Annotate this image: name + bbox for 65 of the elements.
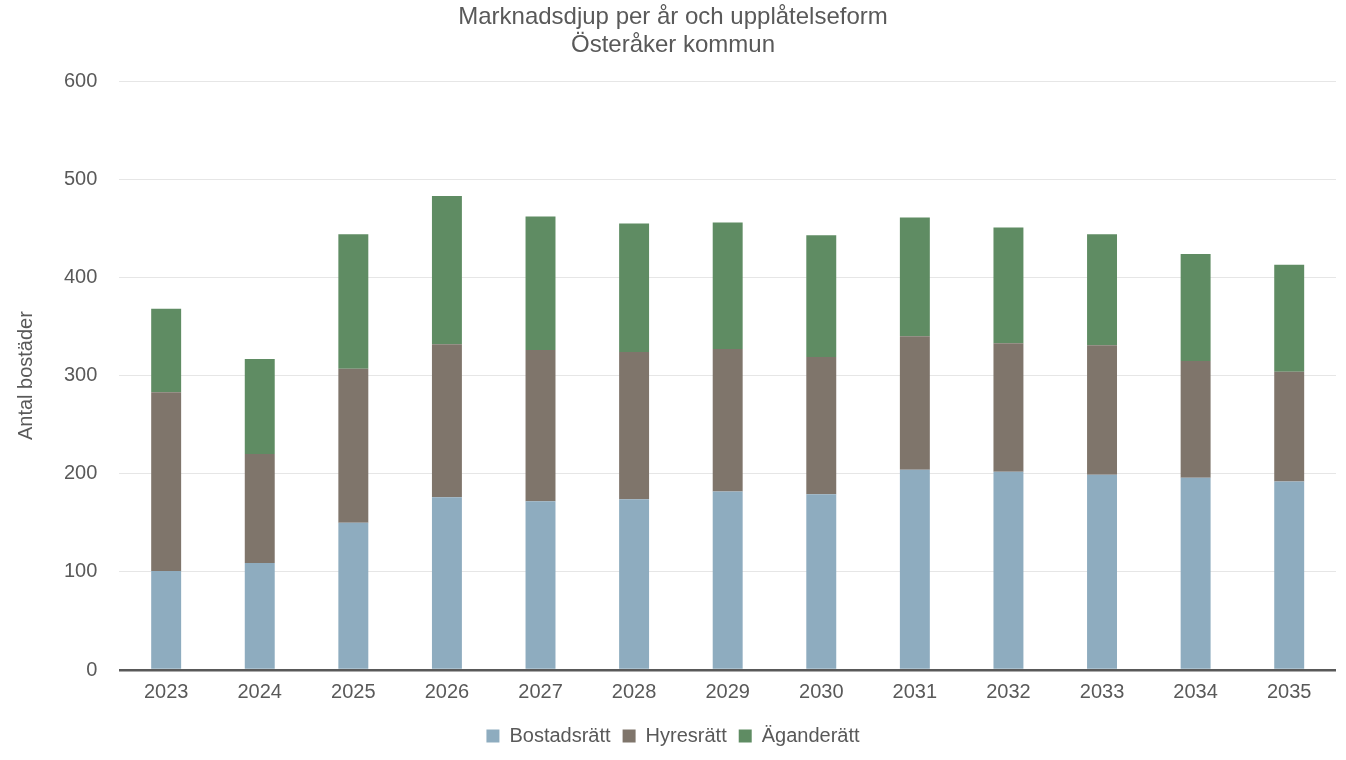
bar — [993, 471, 1024, 669]
y-tick-label: 0 — [86, 657, 98, 680]
chart-subtitle: Österåker kommun — [570, 30, 776, 58]
x-tick-label: 2025 — [331, 679, 376, 702]
x-tick-label: 2026 — [424, 679, 470, 702]
bar — [899, 469, 930, 669]
x-tick-label: 2035 — [1266, 679, 1312, 702]
bar — [1180, 253, 1211, 361]
bar — [244, 454, 275, 564]
x-tick-label: 2023 — [143, 679, 189, 702]
y-tick-label: 600 — [63, 68, 98, 91]
bar — [151, 392, 182, 571]
legend-label: Äganderätt — [761, 723, 861, 746]
bar — [806, 356, 837, 495]
bar — [525, 350, 556, 502]
x-tick-label: 2030 — [799, 679, 844, 702]
bar — [619, 352, 650, 500]
y-tick-label: 300 — [63, 363, 98, 386]
y-tick-label: 500 — [63, 166, 98, 189]
bar — [1274, 371, 1305, 482]
bar — [431, 497, 462, 669]
bar — [806, 235, 837, 357]
bar — [338, 522, 369, 669]
bar — [244, 358, 275, 455]
y-axis-title: Antal bostäder — [13, 310, 36, 441]
x-tick-label: 2028 — [611, 679, 657, 702]
bar — [525, 216, 556, 351]
bar — [619, 223, 650, 353]
bar — [806, 494, 837, 669]
bar — [1180, 360, 1211, 478]
bar — [431, 196, 462, 345]
bar — [1274, 264, 1305, 372]
x-tick-label: 2029 — [705, 679, 750, 702]
bar — [712, 222, 743, 350]
bar — [1180, 477, 1211, 669]
bar — [993, 227, 1024, 344]
chart-title: Marknadsdjup per år och upplåtelseform — [458, 2, 888, 30]
bar — [525, 501, 556, 669]
bar — [431, 344, 462, 498]
x-tick-label: 2027 — [518, 679, 563, 702]
bar — [899, 217, 930, 337]
y-tick-label: 100 — [63, 559, 98, 582]
x-tick-label: 2033 — [1079, 679, 1125, 702]
bar — [338, 368, 369, 523]
x-tick-label: 2034 — [1173, 679, 1218, 702]
bar — [1087, 345, 1118, 475]
bar — [151, 308, 182, 393]
x-tick-label: 2032 — [986, 679, 1031, 702]
bar — [1087, 474, 1118, 669]
bar — [151, 570, 182, 669]
legend-label: Bostadsrätt — [509, 723, 612, 746]
bar — [338, 234, 369, 369]
legend-label: Hyresrätt — [645, 723, 728, 746]
x-tick-label: 2031 — [892, 679, 938, 702]
x-tick-label: 2024 — [237, 679, 282, 702]
bar — [899, 336, 930, 470]
bar — [1087, 234, 1118, 346]
bar — [619, 499, 650, 669]
y-tick-label: 200 — [63, 461, 98, 484]
bar — [1274, 481, 1305, 669]
bar — [993, 343, 1024, 472]
bar — [712, 349, 743, 492]
y-tick-label: 400 — [63, 264, 98, 287]
bar — [244, 563, 275, 669]
bar — [712, 491, 743, 669]
